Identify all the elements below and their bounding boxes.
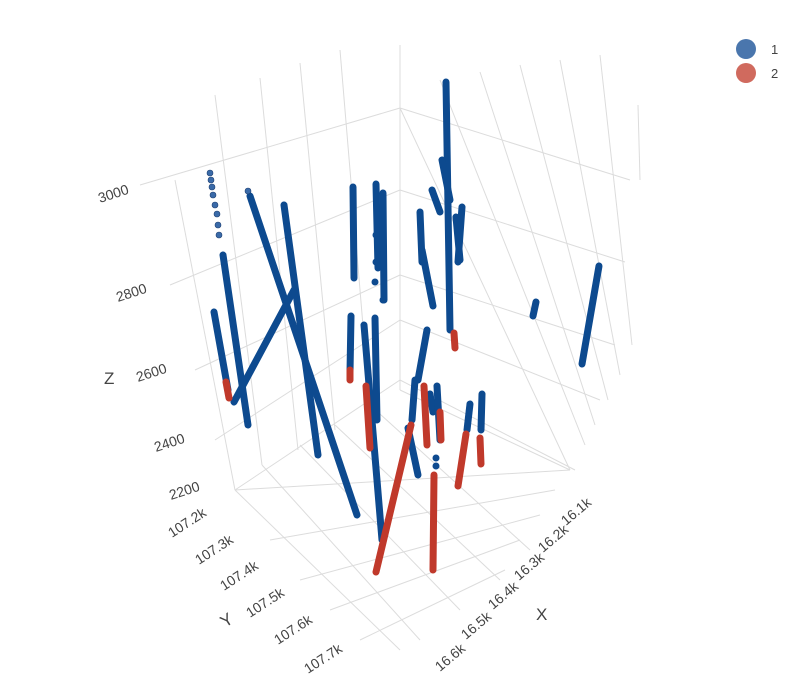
data-point bbox=[208, 183, 216, 191]
x-tick-label: 16.1k bbox=[558, 493, 595, 528]
z-tick-label: 2400 bbox=[152, 430, 187, 455]
data-point bbox=[215, 231, 223, 239]
y-tick-label: 107.6k bbox=[271, 611, 316, 648]
legend-label: 2 bbox=[771, 66, 778, 81]
drill-trace bbox=[280, 201, 322, 459]
z-axis-title: Z bbox=[104, 369, 114, 388]
drill-trace bbox=[476, 434, 485, 468]
grid-line bbox=[599, 54, 633, 346]
y-axis: 107.2k 107.3k 107.4k 107.5k 107.6k 107.7… bbox=[165, 504, 346, 677]
grid-line bbox=[399, 274, 616, 346]
drill-trace bbox=[438, 156, 454, 204]
drill-trace bbox=[349, 183, 358, 282]
drill-trace bbox=[420, 382, 431, 449]
grid-line bbox=[359, 569, 506, 641]
data-point bbox=[213, 210, 221, 218]
data-point bbox=[372, 258, 380, 266]
y-tick-label: 107.2k bbox=[165, 504, 210, 541]
grid-line bbox=[559, 59, 621, 376]
grid-line bbox=[269, 489, 556, 541]
legend: 1 2 bbox=[736, 39, 778, 83]
grid-line bbox=[234, 489, 401, 651]
drill-trace bbox=[578, 262, 603, 368]
data-point bbox=[371, 278, 379, 286]
grid-line bbox=[329, 539, 521, 611]
drill-trace bbox=[450, 329, 459, 352]
drill-trace bbox=[219, 251, 252, 429]
grid-line bbox=[334, 424, 501, 581]
grid-line bbox=[261, 464, 421, 641]
z-tick-label: 2800 bbox=[114, 280, 149, 305]
x-tick-label: 16.4k bbox=[485, 577, 522, 612]
data-point bbox=[372, 231, 380, 239]
grid-lines bbox=[139, 45, 641, 651]
x-tick-label: 16.5k bbox=[458, 607, 495, 642]
x-axis: 16.1k 16.2k 16.3k 16.4k 16.5k 16.6k X bbox=[432, 493, 595, 674]
grid-line bbox=[399, 107, 571, 471]
drill-trace bbox=[210, 308, 232, 394]
drill-trace bbox=[346, 312, 355, 376]
x-tick-label: 16.6k bbox=[432, 639, 469, 674]
data-point bbox=[379, 296, 387, 304]
drill-trace bbox=[379, 189, 388, 304]
drill-trace bbox=[529, 298, 540, 320]
drill-trace bbox=[426, 390, 437, 416]
legend-marker-2 bbox=[736, 63, 756, 83]
data-point bbox=[244, 187, 252, 195]
drill-trace bbox=[360, 321, 386, 544]
grid-line bbox=[139, 107, 401, 186]
grid-line bbox=[214, 94, 263, 466]
data-traces bbox=[206, 78, 603, 576]
drill-trace bbox=[454, 430, 470, 490]
legend-item[interactable]: 2 bbox=[736, 63, 778, 83]
z-tick-label: 3000 bbox=[96, 181, 131, 206]
grid-line bbox=[174, 179, 236, 491]
legend-marker-1 bbox=[736, 39, 756, 59]
drill-trace bbox=[372, 180, 382, 272]
drill-trace bbox=[414, 326, 431, 384]
y-axis-title: Y bbox=[217, 609, 237, 631]
drill-trace bbox=[372, 421, 415, 576]
y-tick-label: 107.3k bbox=[192, 531, 237, 568]
grid-line bbox=[299, 62, 336, 431]
grid-line bbox=[259, 77, 299, 451]
y-tick-label: 107.4k bbox=[217, 557, 262, 594]
legend-label: 1 bbox=[771, 42, 778, 57]
drill-trace bbox=[428, 186, 444, 216]
grid-line bbox=[399, 319, 601, 401]
y-tick-label: 107.5k bbox=[243, 584, 288, 621]
drill-trace bbox=[436, 408, 445, 444]
drill-trace bbox=[418, 246, 437, 310]
data-point bbox=[214, 221, 222, 229]
grid-line bbox=[234, 469, 571, 491]
drill-trace bbox=[429, 471, 438, 574]
drill-trace bbox=[371, 314, 381, 424]
grid-line bbox=[399, 107, 631, 181]
drill-trace bbox=[463, 400, 474, 434]
legend-item[interactable]: 1 bbox=[736, 39, 778, 59]
data-point bbox=[207, 176, 215, 184]
z-tick-label: 2200 bbox=[167, 478, 202, 503]
data-point bbox=[432, 462, 440, 470]
drill-trace bbox=[477, 390, 486, 434]
drill-trace bbox=[442, 78, 454, 334]
grid-line bbox=[479, 71, 596, 426]
z-tick-label: 2600 bbox=[134, 360, 169, 385]
grid-line bbox=[637, 104, 641, 181]
drill-trace bbox=[222, 378, 233, 402]
data-point bbox=[432, 454, 440, 462]
data-point bbox=[209, 191, 217, 199]
drill-trace bbox=[452, 213, 464, 264]
drill-trace bbox=[408, 376, 419, 424]
drill-trace bbox=[362, 382, 374, 452]
grid-line bbox=[519, 64, 609, 401]
z-axis: 3000 2800 2600 2400 2200 Z bbox=[96, 181, 202, 503]
x-axis-title: X bbox=[536, 605, 547, 624]
data-point bbox=[211, 201, 219, 209]
grid-line bbox=[299, 514, 541, 581]
y-tick-label: 107.7k bbox=[301, 640, 346, 677]
data-point bbox=[206, 169, 214, 177]
